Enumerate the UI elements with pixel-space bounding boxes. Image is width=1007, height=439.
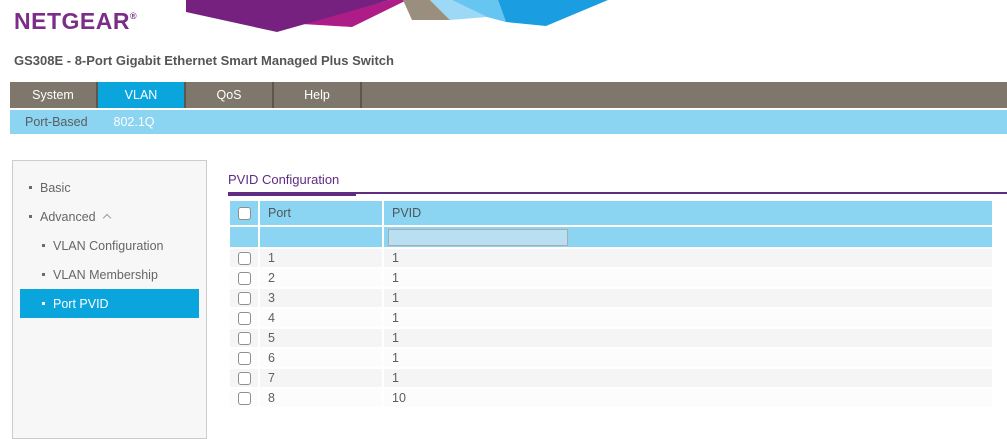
nav-tab-help[interactable]: Help xyxy=(274,82,362,108)
port-cell: 3 xyxy=(260,289,382,307)
select-all-checkbox[interactable] xyxy=(237,207,251,221)
pvid-cell: 1 xyxy=(384,289,992,307)
banner-triangle-magenta xyxy=(302,0,407,27)
chevron-up-icon xyxy=(102,213,111,223)
row-checkbox-cell xyxy=(230,329,258,347)
bullet-icon xyxy=(42,273,45,276)
sidebar-item-label: Port PVID xyxy=(53,296,109,311)
table-row: 8 10 xyxy=(230,389,992,407)
banner-triangle-taupe xyxy=(403,0,450,20)
pvid-table: Port PVID 1 1 2 1 3 1 4 1 5 1 6 1 7 1 8 10 xyxy=(228,199,994,409)
row-checkbox-cell xyxy=(230,269,258,287)
pvid-cell: 1 xyxy=(384,329,992,347)
row-checkbox[interactable] xyxy=(237,312,251,326)
main-nav: System VLAN QoS Help xyxy=(10,82,1007,108)
port-cell: 1 xyxy=(260,249,382,267)
bullet-icon xyxy=(29,215,32,218)
registered-mark: ® xyxy=(129,11,138,21)
banner-triangle-skyblue xyxy=(452,0,506,22)
row-checkbox[interactable] xyxy=(237,392,251,406)
row-checkbox-cell xyxy=(230,249,258,267)
port-cell: 5 xyxy=(260,329,382,347)
title-underline-thin xyxy=(228,192,1007,194)
sidebar-item-label: VLAN Membership xyxy=(53,267,158,282)
nav-tab-qos[interactable]: QoS xyxy=(186,82,274,108)
netgear-logo: NETGEAR® xyxy=(14,8,137,35)
row-checkbox-cell xyxy=(230,309,258,327)
subnav-item-port-based[interactable]: Port-Based xyxy=(25,115,88,129)
pvid-cell: 1 xyxy=(384,309,992,327)
row-checkbox-cell xyxy=(230,289,258,307)
row-checkbox-cell xyxy=(230,369,258,387)
filter-port-cell xyxy=(260,227,382,247)
bullet-icon xyxy=(42,244,45,247)
subnav-item-802-1q[interactable]: 802.1Q xyxy=(113,115,155,129)
nav-tab-system[interactable]: System xyxy=(10,82,98,108)
port-cell: 2 xyxy=(260,269,382,287)
title-underline xyxy=(228,192,1007,196)
port-cell: 6 xyxy=(260,349,382,367)
pvid-cell: 1 xyxy=(384,369,992,387)
port-cell: 7 xyxy=(260,369,382,387)
nav-tab-vlan[interactable]: VLAN xyxy=(98,82,186,108)
sidebar: Basic Advanced VLAN Configuration VLAN Memb… xyxy=(12,160,207,439)
pvid-cell: 1 xyxy=(384,249,992,267)
row-checkbox[interactable] xyxy=(237,272,251,286)
row-checkbox-cell xyxy=(230,349,258,367)
sidebar-item-label: Advanced xyxy=(40,209,96,224)
pvid-cell: 10 xyxy=(384,389,992,407)
select-all-cell xyxy=(230,201,258,225)
port-cell: 4 xyxy=(260,309,382,327)
sidebar-item-vlan-configuration[interactable]: VLAN Configuration xyxy=(20,231,199,260)
content-area: Basic Advanced VLAN Configuration VLAN Memb… xyxy=(0,160,1007,439)
row-checkbox[interactable] xyxy=(237,352,251,366)
main-content: PVID Configuration Port PVID xyxy=(228,160,1007,409)
pvid-cell: 1 xyxy=(384,269,992,287)
banner-triangle-lightblue xyxy=(430,0,487,20)
pvid-filter-input[interactable] xyxy=(388,228,568,246)
sidebar-item-label: VLAN Configuration xyxy=(53,238,164,253)
device-title: GS308E - 8-Port Gigabit Ethernet Smart M… xyxy=(14,53,394,68)
banner-triangle-purple xyxy=(186,0,390,32)
logo-text: NETGEAR xyxy=(14,8,130,34)
sidebar-item-basic[interactable]: Basic xyxy=(20,173,199,202)
section-title: PVID Configuration xyxy=(228,172,340,187)
title-underline-thick xyxy=(228,192,356,196)
sidebar-item-vlan-membership[interactable]: VLAN Membership xyxy=(20,260,199,289)
banner-triangle-brightblue xyxy=(498,0,608,26)
row-checkbox[interactable] xyxy=(237,252,251,266)
pvid-cell: 1 xyxy=(384,349,992,367)
row-checkbox[interactable] xyxy=(237,372,251,386)
bullet-icon xyxy=(29,186,32,189)
table-header-row: Port PVID xyxy=(230,201,992,225)
header: NETGEAR® GS308E - 8-Port Gigabit Etherne… xyxy=(0,0,1007,82)
row-checkbox[interactable] xyxy=(237,332,251,346)
sidebar-item-port-pvid[interactable]: Port PVID xyxy=(20,289,199,318)
col-header-port: Port xyxy=(260,201,382,225)
col-header-pvid: PVID xyxy=(384,201,992,225)
filter-pvid-cell xyxy=(384,227,992,247)
sidebar-item-advanced[interactable]: Advanced xyxy=(20,202,199,231)
row-checkbox-cell xyxy=(230,389,258,407)
port-cell: 8 xyxy=(260,389,382,407)
row-checkbox[interactable] xyxy=(237,292,251,306)
sidebar-item-label: Basic xyxy=(40,180,71,195)
sub-nav: Port-Based 802.1Q xyxy=(10,110,1007,134)
banner-graphic xyxy=(186,0,608,32)
bullet-icon xyxy=(42,302,45,305)
filter-row xyxy=(230,227,992,247)
filter-empty-cell xyxy=(230,227,258,247)
